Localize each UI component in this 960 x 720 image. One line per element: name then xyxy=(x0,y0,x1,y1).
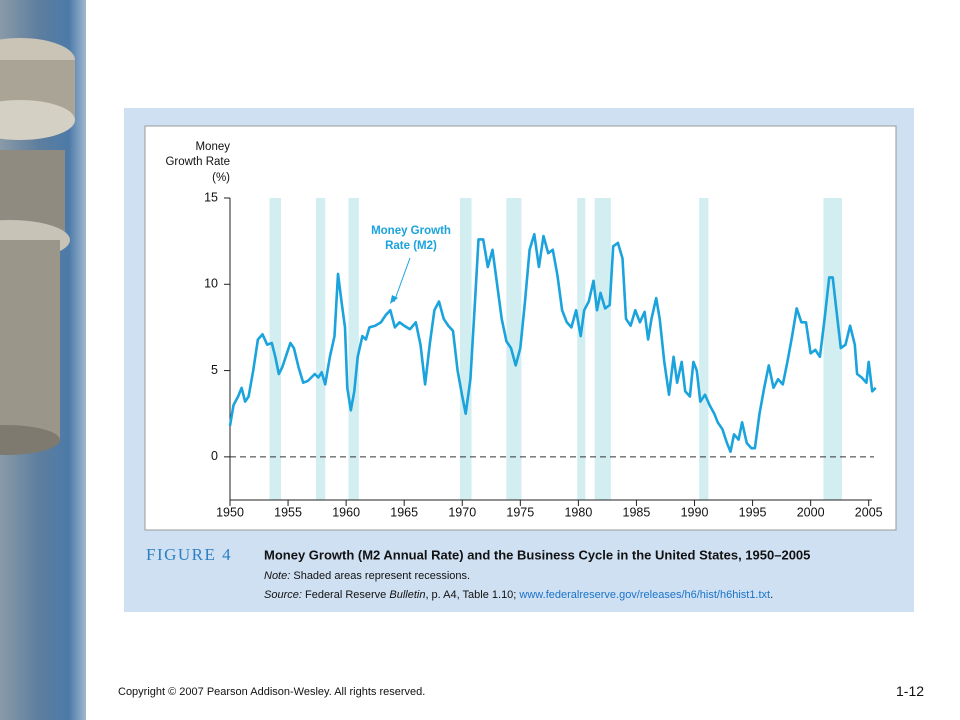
source-text: Federal Reserve xyxy=(305,589,389,601)
y-tick-label: 15 xyxy=(204,190,218,204)
annotation: Money Growth xyxy=(371,225,451,237)
figure-label: FIGURE 4 xyxy=(146,545,232,564)
x-tick-label: 1985 xyxy=(623,505,651,519)
x-tick-label: 2000 xyxy=(797,505,825,519)
annotation-arrow xyxy=(393,257,411,303)
arrow-head xyxy=(390,295,398,304)
x-tick-label: 1960 xyxy=(332,505,360,519)
y-tick-label: 5 xyxy=(211,363,218,377)
y-tick-label: 10 xyxy=(204,277,218,291)
note-label: Note: xyxy=(264,570,290,582)
source-text: , p. A4, Table 1.10; xyxy=(425,589,519,601)
x-tick-label: 1970 xyxy=(448,505,476,519)
source-label: Source: xyxy=(264,589,302,601)
recession-band xyxy=(315,198,326,500)
source-text: Bulletin xyxy=(389,589,425,601)
source-text: . xyxy=(770,589,773,601)
decorative-strip xyxy=(0,0,86,720)
money-growth-line xyxy=(228,232,877,453)
y-label: Money xyxy=(195,141,230,153)
source: Source: Federal Reserve Bulletin, p. A4,… xyxy=(264,589,773,601)
recession-band xyxy=(348,198,359,500)
x-tick-label: 1990 xyxy=(681,505,709,519)
note-text: Shaded areas represent recessions. xyxy=(293,570,470,582)
page-number: 1-12 xyxy=(896,683,925,699)
plot: 0 5 10 15 1950 1955 1960 1965 1970 1975 1980 1985 19… xyxy=(204,190,883,519)
recession-band xyxy=(594,198,611,500)
x-tick-label: 1980 xyxy=(564,505,592,519)
note: Note: Shaded areas represent recessions. xyxy=(264,570,470,582)
recession-band xyxy=(699,198,709,500)
x-tick-label: 2005 xyxy=(855,505,883,519)
figure-title: Money Growth (M2 Annual Rate) and the Bu… xyxy=(264,547,810,562)
recession-band xyxy=(823,198,842,500)
y-label: (%) xyxy=(212,172,230,184)
x-tick-label: 1950 xyxy=(216,505,244,519)
recession-band xyxy=(577,198,586,500)
copyright: Copyright © 2007 Pearson Addison-Wesley.… xyxy=(118,686,426,698)
x-tick-label: 1965 xyxy=(390,505,418,519)
x-tick-label: 1995 xyxy=(739,505,767,519)
annotation: Rate (M2) xyxy=(385,240,437,252)
y-label: Growth Rate xyxy=(165,156,230,168)
coins xyxy=(0,38,75,455)
y-tick-label: 0 xyxy=(211,449,218,463)
x-tick-label: 1975 xyxy=(506,505,534,519)
recession-band xyxy=(506,198,522,500)
recession-band xyxy=(459,198,472,500)
source-link[interactable]: www.federalreserve.gov/releases/h6/hist/… xyxy=(518,589,770,601)
x-tick-label: 1955 xyxy=(274,505,302,519)
recession-band xyxy=(269,198,282,500)
